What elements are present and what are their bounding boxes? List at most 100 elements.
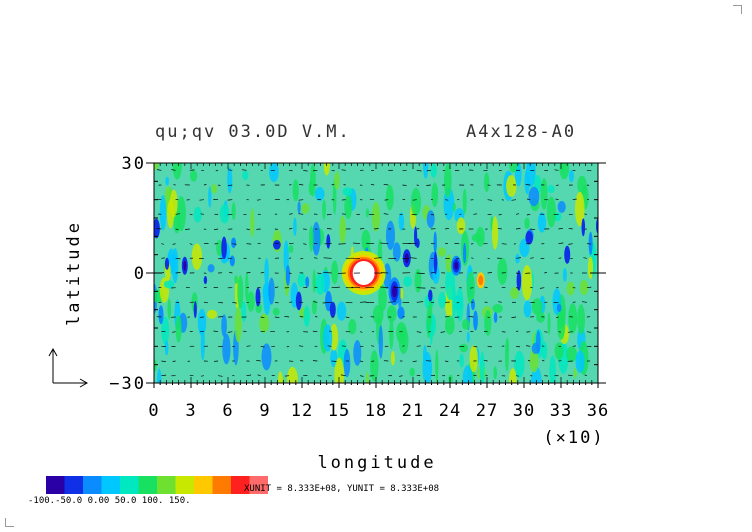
contour-blob: [285, 265, 291, 286]
vector-arrow: [568, 227, 573, 230]
contour-blob: [524, 217, 530, 229]
contour-blob: [562, 268, 567, 282]
contour-blob: [433, 231, 437, 254]
vector-arrow: [515, 375, 519, 377]
vector-arrow: [501, 243, 507, 245]
x-tick-label: 24: [439, 401, 461, 421]
vector-arrow: [341, 169, 346, 171]
vector-arrow: [515, 345, 521, 348]
contour-blob: [250, 208, 255, 238]
vector-arrow: [337, 272, 346, 274]
contour-blob: [191, 243, 203, 270]
contour-blob: [259, 313, 270, 333]
contour-blob: [554, 342, 564, 360]
y-tick-label: 30: [122, 154, 146, 174]
vector-arrow: [526, 213, 531, 216]
contour-blob: [203, 276, 208, 285]
vector-arrow: [260, 271, 265, 274]
contour-blob: [334, 171, 340, 190]
vector-arrow: [326, 228, 332, 230]
contour-blob: [172, 163, 182, 180]
contour-blob: [167, 298, 172, 320]
contour-blob: [445, 266, 456, 301]
vector-arrow: [199, 199, 204, 201]
contour-blob: [431, 182, 439, 207]
contour-blob: [229, 255, 235, 267]
colorbar-swatch: [175, 476, 194, 494]
contour-blob: [398, 327, 409, 354]
axis-ticks: [146, 162, 606, 388]
vector-arrow: [498, 213, 502, 216]
contour-blob: [165, 176, 170, 186]
contour-blob: [234, 275, 239, 284]
vector-arrow: [426, 169, 431, 172]
contour-blob: [426, 210, 435, 229]
contour-blob: [473, 310, 478, 331]
contour-blob: [521, 265, 533, 301]
vector-arrow: [445, 199, 449, 201]
contour-blob: [308, 180, 314, 196]
vector-arrow: [586, 169, 592, 172]
contour-blob: [315, 272, 325, 295]
vector-arrow: [380, 286, 389, 289]
vector-arrow: [161, 374, 167, 377]
contour-blob: [330, 349, 338, 367]
contour-blob: [272, 307, 280, 316]
contour-blob: [445, 254, 453, 273]
contour-blob: [312, 269, 316, 293]
vector-arrow: [341, 213, 346, 215]
colorbar-swatch: [212, 476, 231, 494]
vector-arrow: [203, 184, 207, 186]
y-axis-label: latitude: [64, 220, 84, 326]
contour-blob: [231, 202, 236, 221]
vector-arrow: [374, 257, 382, 259]
vector-arrow: [487, 316, 490, 319]
vector-arrow: [402, 257, 410, 260]
contour-blob: [397, 306, 405, 320]
vector-arrow: [232, 243, 237, 245]
vector-arrow: [303, 243, 307, 245]
contour-blob: [322, 199, 326, 220]
contour-blob: [577, 175, 587, 195]
vector-arrow: [484, 286, 488, 289]
contour-blob: [207, 309, 218, 319]
vector-arrow: [412, 199, 417, 201]
contour-blob: [386, 305, 397, 323]
contour-blob: [365, 371, 370, 383]
feature-contour: [478, 275, 484, 286]
contour-blob: [508, 163, 518, 173]
contour-blob: [323, 163, 330, 176]
contour-blob: [200, 326, 205, 361]
colorbar-swatch: [231, 476, 250, 494]
contour-blob: [269, 163, 279, 182]
contour-blob: [163, 280, 175, 289]
contour-blob: [164, 257, 170, 270]
contour-blob: [415, 238, 420, 249]
contour-blob: [575, 191, 585, 227]
vector-arrow: [172, 243, 176, 245]
vector-arrow: [374, 228, 379, 230]
vector-arrow: [161, 360, 167, 363]
reference-arrow-icon: [48, 347, 89, 388]
vector-arrow: [200, 213, 204, 215]
vector-arrow: [246, 228, 250, 230]
contour-blob: [566, 346, 577, 363]
contour-blob: [493, 312, 498, 323]
vector-arrow: [567, 331, 573, 333]
chart-title-right: A4x128-A0: [466, 122, 577, 142]
contour-blob: [268, 277, 275, 305]
contour-blob: [577, 304, 585, 335]
vector-arrow: [402, 345, 405, 347]
contour-blob: [211, 184, 218, 194]
vector-arrow: [300, 257, 304, 260]
vector-arrow: [568, 374, 573, 377]
vector-arrow: [515, 228, 521, 230]
contour-blob: [573, 368, 577, 379]
vector-arrow: [544, 331, 548, 333]
vector-arrow: [345, 301, 353, 304]
contour-blob: [547, 185, 555, 193]
contour-blob: [435, 349, 439, 383]
vector-arrow: [416, 272, 425, 274]
vector-arrow: [473, 345, 478, 348]
vector-arrow: [246, 272, 251, 274]
